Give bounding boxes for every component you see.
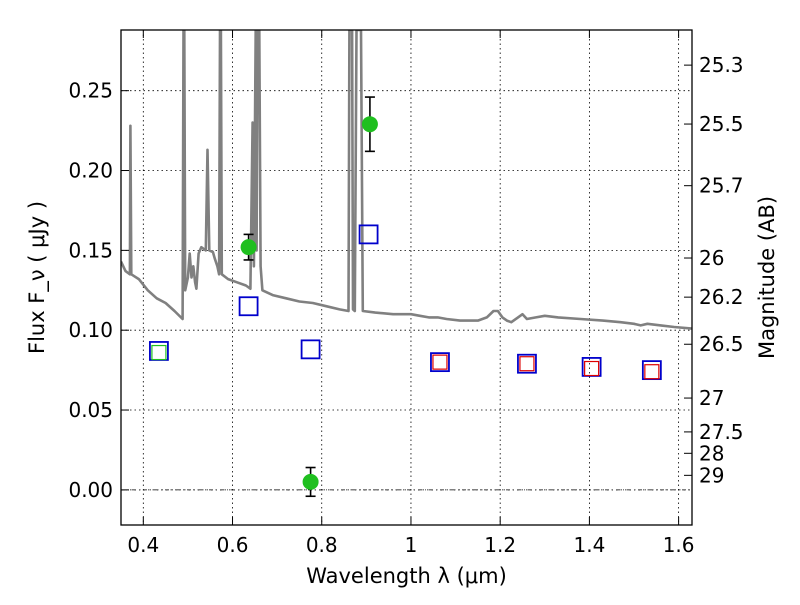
x-tick-label-0: 0.4 — [127, 533, 159, 557]
circle-marker-2 — [361, 116, 378, 133]
y-tick-label-2: 0.10 — [68, 318, 113, 342]
right-tick-label-3: 26 — [699, 246, 724, 270]
plot-area — [121, 30, 692, 498]
right-tick-label-6: 27 — [699, 386, 724, 410]
x-tick-label-6: 1.6 — [663, 533, 695, 557]
square-marker-s2-3 — [644, 364, 660, 380]
right-tick-label-1: 25.5 — [699, 112, 744, 136]
y-tick-label-0: 0.00 — [68, 478, 113, 502]
square-marker-s2-0 — [432, 354, 448, 370]
model-spectrum-line — [121, 30, 692, 330]
x-tick-label-2: 0.8 — [306, 533, 338, 557]
square-marker-s2-2 — [584, 360, 600, 377]
right-tick-label-9: 29 — [699, 463, 724, 487]
y-tick-label-4: 0.20 — [68, 159, 113, 183]
x-tick-label-1: 0.6 — [217, 533, 249, 557]
right-tick-label-4: 26.2 — [699, 285, 744, 309]
x-tick-label-3: 1 — [405, 533, 418, 557]
circle-marker-0 — [240, 239, 257, 256]
square-marker-s3-0 — [151, 344, 167, 361]
square-marker-s1-3 — [358, 224, 379, 245]
right-tick-label-7: 27.5 — [699, 420, 744, 444]
y-tick-label-1: 0.05 — [68, 398, 113, 422]
square-marker-s2-1 — [519, 356, 535, 372]
y-tick-label-3: 0.15 — [68, 238, 113, 262]
right-tick-label-5: 26.5 — [699, 332, 744, 356]
right-tick-label-0: 25.3 — [699, 53, 744, 77]
grid — [121, 30, 692, 525]
y-axis-label: Flux F_ν ( μJy ) — [25, 201, 50, 354]
right-tick-label-2: 25.7 — [699, 174, 744, 198]
x-tick-label-4: 1.2 — [484, 533, 516, 557]
square-marker-s1-2 — [300, 339, 321, 360]
square-marker-s1-5 — [517, 353, 537, 374]
circle-marker-1 — [302, 473, 319, 490]
ticks: 0.4 0.6 0.8 1 1.2 1.4 1.6 0.00 0.05 0.10 0.15 0.20 0… — [68, 30, 744, 557]
right-axis-label: Magnitude (AB) — [755, 196, 779, 359]
square-marker-s1-0 — [149, 341, 169, 361]
y-tick-label-5: 0.25 — [68, 79, 113, 103]
x-tick-label-5: 1.4 — [573, 533, 605, 557]
right-tick-label-8: 28 — [699, 441, 724, 465]
square-marker-s1-6 — [581, 357, 602, 377]
square-marker-s1-7 — [641, 360, 662, 381]
x-axis-label: Wavelength λ (μm) — [306, 564, 507, 588]
square-marker-s1-1 — [238, 296, 259, 317]
plot-frame — [120, 29, 693, 526]
square-marker-s1-4 — [430, 352, 450, 373]
